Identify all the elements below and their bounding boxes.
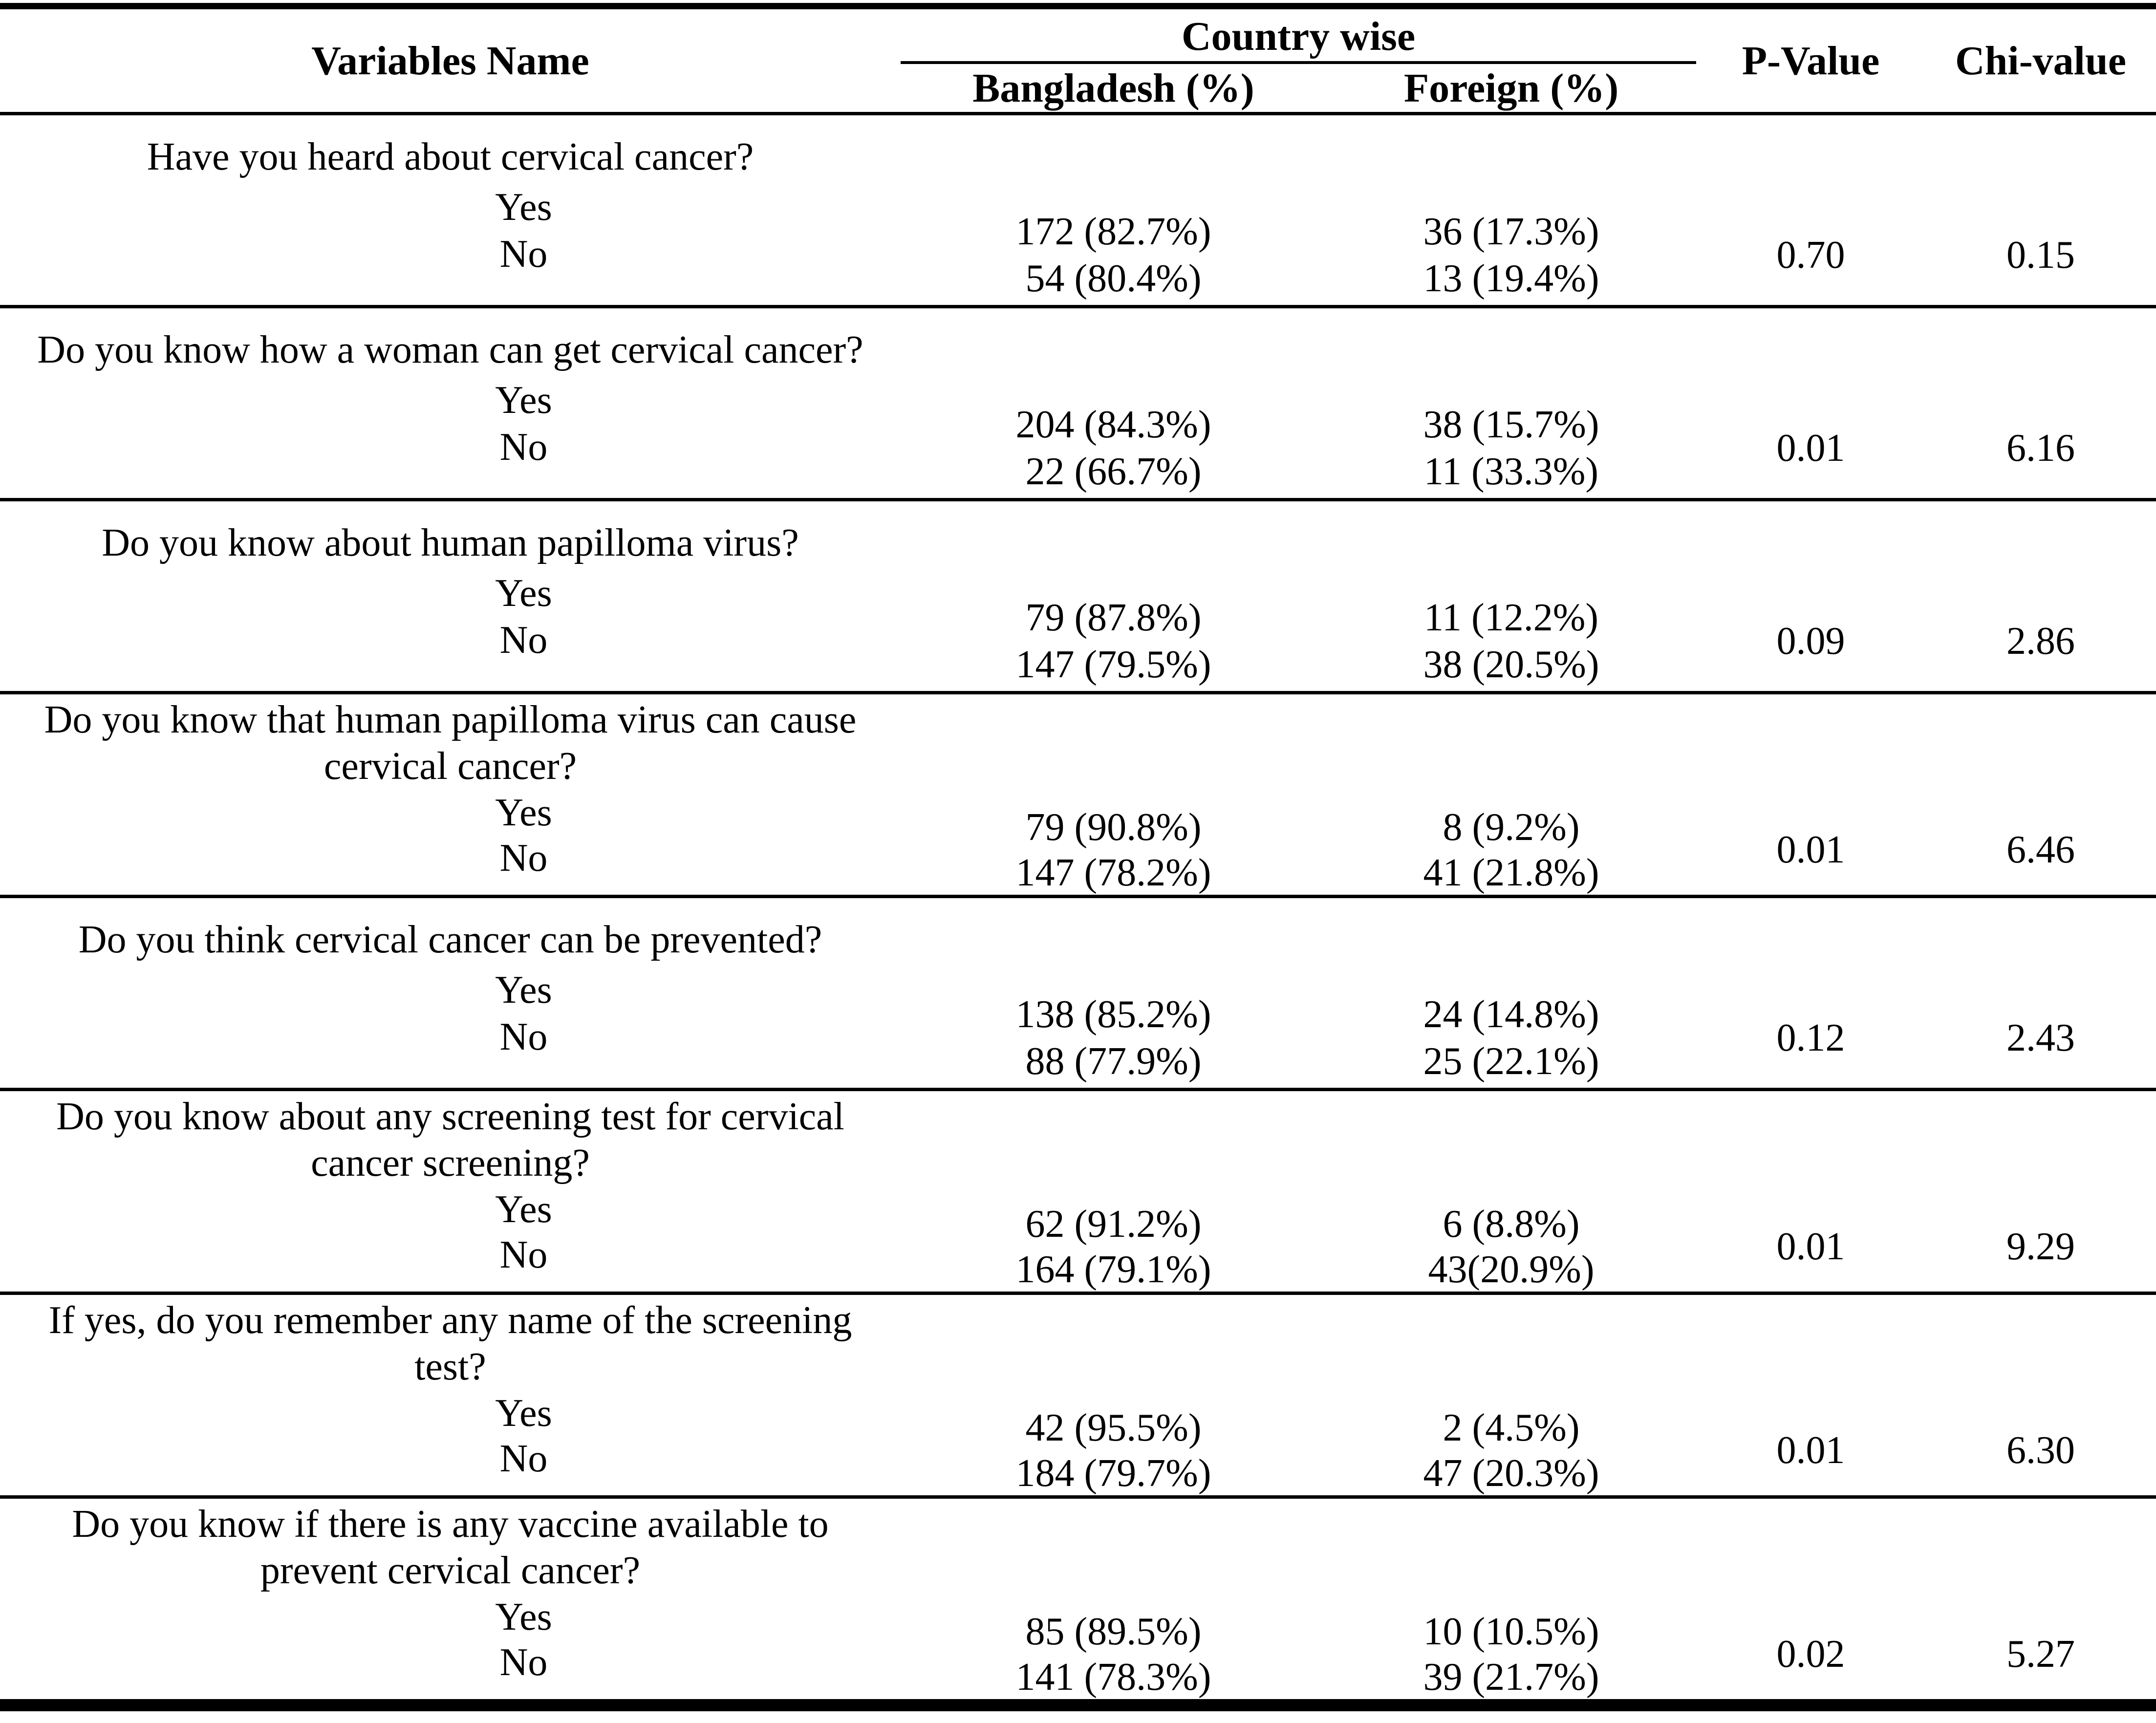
foreign-yes-value: 10 (10.5%) bbox=[1423, 1610, 1599, 1653]
table-row: Do you know how a woman can get cervical… bbox=[0, 308, 2156, 501]
bangladesh-yes-value: 204 (84.3%) bbox=[1015, 403, 1211, 446]
no-option-label: No bbox=[499, 426, 548, 469]
p-value: 0.70 bbox=[1776, 234, 1845, 277]
bangladesh-no-value: 147 (78.2%) bbox=[1015, 851, 1211, 894]
question-text: Do you know how a woman can get cervical… bbox=[37, 328, 863, 371]
yes-option-label: Yes bbox=[495, 1595, 552, 1638]
bangladesh-no-value: 184 (79.7%) bbox=[1015, 1452, 1211, 1495]
table-row: Do you know about any screening test for… bbox=[0, 1091, 2156, 1295]
bangladesh-yes-value: 172 (82.7%) bbox=[1015, 210, 1211, 253]
foreign-yes-value: 38 (15.7%) bbox=[1423, 403, 1599, 446]
chi-value: 2.43 bbox=[2006, 1016, 2075, 1059]
foreign-no-value: 43(20.9%) bbox=[1428, 1248, 1595, 1291]
p-value: 0.02 bbox=[1776, 1633, 1845, 1676]
chi-value: 6.30 bbox=[2006, 1429, 2075, 1472]
question-text: Do you know about human papilloma virus? bbox=[102, 521, 799, 564]
header-bangladesh: Bangladesh (%) bbox=[972, 65, 1254, 111]
bangladesh-yes-value: 62 (91.2%) bbox=[1025, 1203, 1202, 1246]
table-bottom-rule bbox=[0, 1702, 2156, 1711]
table-row: Have you heard about cervical cancer? Ye… bbox=[0, 115, 2156, 308]
question-text: Do you know that human papilloma virus c… bbox=[44, 698, 857, 788]
no-option-label: No bbox=[499, 1641, 548, 1684]
bangladesh-yes-value: 138 (85.2%) bbox=[1015, 993, 1211, 1036]
foreign-yes-value: 6 (8.8%) bbox=[1443, 1203, 1580, 1246]
foreign-yes-value: 24 (14.8%) bbox=[1423, 993, 1599, 1036]
bangladesh-yes-value: 79 (87.8%) bbox=[1025, 596, 1202, 639]
yes-option-label: Yes bbox=[495, 186, 552, 229]
p-value: 0.09 bbox=[1776, 620, 1845, 663]
question-text: Do you think cervical cancer can be prev… bbox=[78, 918, 822, 961]
bangladesh-no-value: 54 (80.4%) bbox=[1025, 257, 1202, 300]
header-chi-value: Chi-value bbox=[1955, 38, 2127, 84]
no-option-label: No bbox=[499, 1015, 548, 1058]
yes-option-label: Yes bbox=[495, 1392, 552, 1435]
bangladesh-no-value: 164 (79.1%) bbox=[1015, 1248, 1211, 1291]
bangladesh-yes-value: 42 (95.5%) bbox=[1025, 1406, 1202, 1449]
table-row: If yes, do you remember any name of the … bbox=[0, 1295, 2156, 1499]
table-row: Do you think cervical cancer can be prev… bbox=[0, 898, 2156, 1091]
foreign-no-value: 39 (21.7%) bbox=[1423, 1656, 1599, 1699]
header-p-value: P-Value bbox=[1742, 38, 1880, 84]
yes-option-label: Yes bbox=[495, 1188, 552, 1231]
header-country-wise: Country wise bbox=[1181, 14, 1416, 59]
foreign-no-value: 41 (21.8%) bbox=[1423, 851, 1599, 894]
no-option-label: No bbox=[499, 1233, 548, 1276]
question-text: Do you know about any screening test for… bbox=[56, 1095, 844, 1185]
bangladesh-no-value: 141 (78.3%) bbox=[1015, 1656, 1211, 1699]
bangladesh-yes-value: 79 (90.8%) bbox=[1025, 806, 1202, 849]
header-foreign: Foreign (%) bbox=[1403, 65, 1619, 111]
bangladesh-yes-value: 85 (89.5%) bbox=[1025, 1610, 1202, 1653]
foreign-yes-value: 2 (4.5%) bbox=[1443, 1406, 1580, 1449]
question-text: If yes, do you remember any name of the … bbox=[48, 1299, 852, 1388]
foreign-yes-value: 36 (17.3%) bbox=[1423, 210, 1599, 253]
foreign-no-value: 25 (22.1%) bbox=[1423, 1040, 1599, 1083]
bangladesh-no-value: 88 (77.9%) bbox=[1025, 1040, 1202, 1083]
header-bottom-rule bbox=[0, 112, 2156, 115]
yes-option-label: Yes bbox=[495, 572, 552, 615]
foreign-yes-value: 8 (9.2%) bbox=[1443, 806, 1580, 849]
bangladesh-no-value: 147 (79.5%) bbox=[1015, 643, 1211, 686]
table-row: Do you know about human papilloma virus?… bbox=[0, 501, 2156, 694]
p-value: 0.01 bbox=[1776, 1225, 1845, 1268]
chi-value: 5.27 bbox=[2006, 1633, 2075, 1676]
foreign-no-value: 11 (33.3%) bbox=[1424, 450, 1598, 493]
question-text: Have you heard about cervical cancer? bbox=[147, 135, 754, 178]
chi-value: 9.29 bbox=[2006, 1225, 2075, 1268]
no-option-label: No bbox=[499, 1437, 548, 1480]
yes-option-label: Yes bbox=[495, 791, 552, 834]
p-value: 0.01 bbox=[1776, 1429, 1845, 1472]
table-top-rule bbox=[0, 3, 2156, 9]
yes-option-label: Yes bbox=[495, 969, 552, 1012]
chi-value: 2.86 bbox=[2006, 620, 2075, 663]
chi-value: 6.46 bbox=[2006, 828, 2075, 871]
foreign-yes-value: 11 (12.2%) bbox=[1424, 596, 1598, 639]
foreign-no-value: 47 (20.3%) bbox=[1423, 1452, 1599, 1495]
header-variables-name: Variables Name bbox=[311, 38, 589, 84]
bangladesh-no-value: 22 (66.7%) bbox=[1025, 450, 1202, 493]
no-option-label: No bbox=[499, 837, 548, 880]
question-text: Do you know if there is any vaccine avai… bbox=[72, 1503, 829, 1592]
p-value: 0.01 bbox=[1776, 828, 1845, 871]
table-row: Do you know that human papilloma virus c… bbox=[0, 694, 2156, 898]
no-option-label: No bbox=[499, 619, 548, 662]
yes-option-label: Yes bbox=[495, 379, 552, 422]
table-header: Variables Name Country wise Bangladesh (… bbox=[0, 9, 2156, 112]
chi-value: 6.16 bbox=[2006, 427, 2075, 470]
chi-value: 0.15 bbox=[2006, 234, 2075, 277]
no-option-label: No bbox=[499, 233, 548, 276]
p-value: 0.12 bbox=[1776, 1016, 1845, 1059]
table-row: Do you know if there is any vaccine avai… bbox=[0, 1499, 2156, 1702]
country-wise-underline bbox=[901, 61, 1696, 64]
header-country-wise-group: Country wise Bangladesh (%) Foreign (%) bbox=[901, 9, 1696, 112]
p-value: 0.01 bbox=[1776, 427, 1845, 470]
foreign-no-value: 13 (19.4%) bbox=[1423, 257, 1599, 300]
foreign-no-value: 38 (20.5%) bbox=[1423, 643, 1599, 686]
